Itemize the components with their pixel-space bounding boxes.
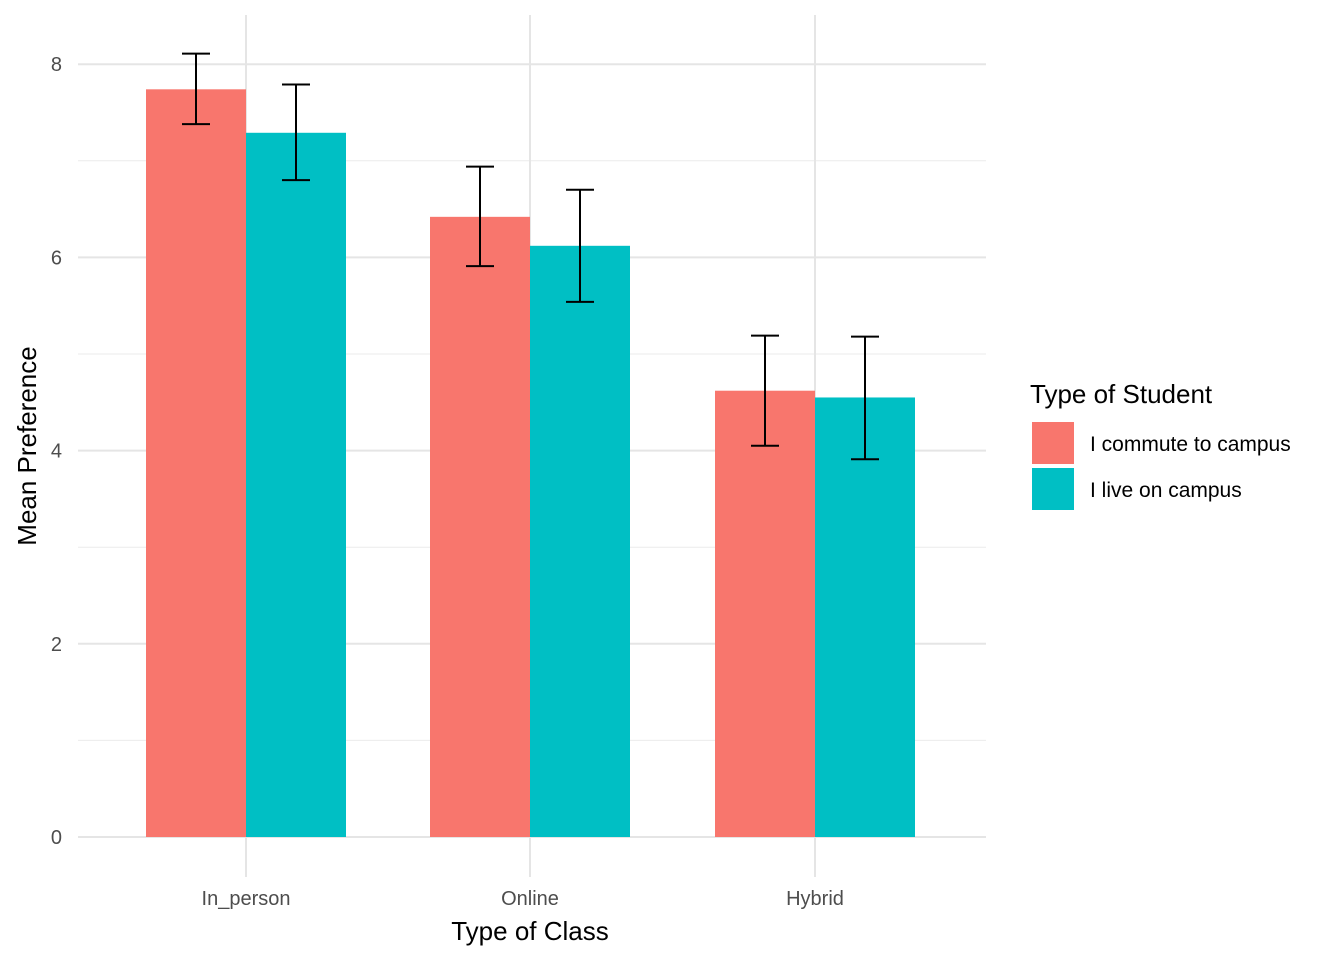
x-tick-labels: In_person Online Hybrid	[202, 888, 844, 910]
y-tick-label: 0	[51, 827, 62, 849]
x-tick-label: In_person	[202, 888, 291, 910]
bar	[815, 397, 915, 837]
bar	[246, 132, 346, 837]
y-tick-label: 2	[51, 634, 62, 656]
bar	[715, 390, 815, 837]
legend-swatch	[1032, 468, 1074, 510]
legend-label: I commute to campus	[1090, 433, 1291, 456]
x-tick-label: Online	[501, 888, 559, 910]
legend: Type of Student I commute to campus I liv…	[1030, 379, 1291, 510]
bar	[430, 216, 530, 837]
x-axis-title: Type of Class	[451, 916, 609, 946]
bars	[146, 89, 915, 838]
y-tick-label: 4	[51, 441, 62, 463]
y-tick-label: 6	[51, 247, 62, 269]
legend-swatch	[1032, 422, 1074, 464]
y-tick-labels: 0 2 4 6 8	[51, 54, 62, 849]
x-tick-label: Hybrid	[786, 888, 844, 910]
bar	[530, 245, 630, 838]
legend-label: I live on campus	[1090, 479, 1242, 502]
bar	[146, 89, 246, 838]
y-axis-title: Mean Preference	[12, 346, 42, 545]
legend-title: Type of Student	[1030, 379, 1213, 409]
y-tick-label: 8	[51, 54, 62, 76]
error-bars	[182, 52, 879, 461]
